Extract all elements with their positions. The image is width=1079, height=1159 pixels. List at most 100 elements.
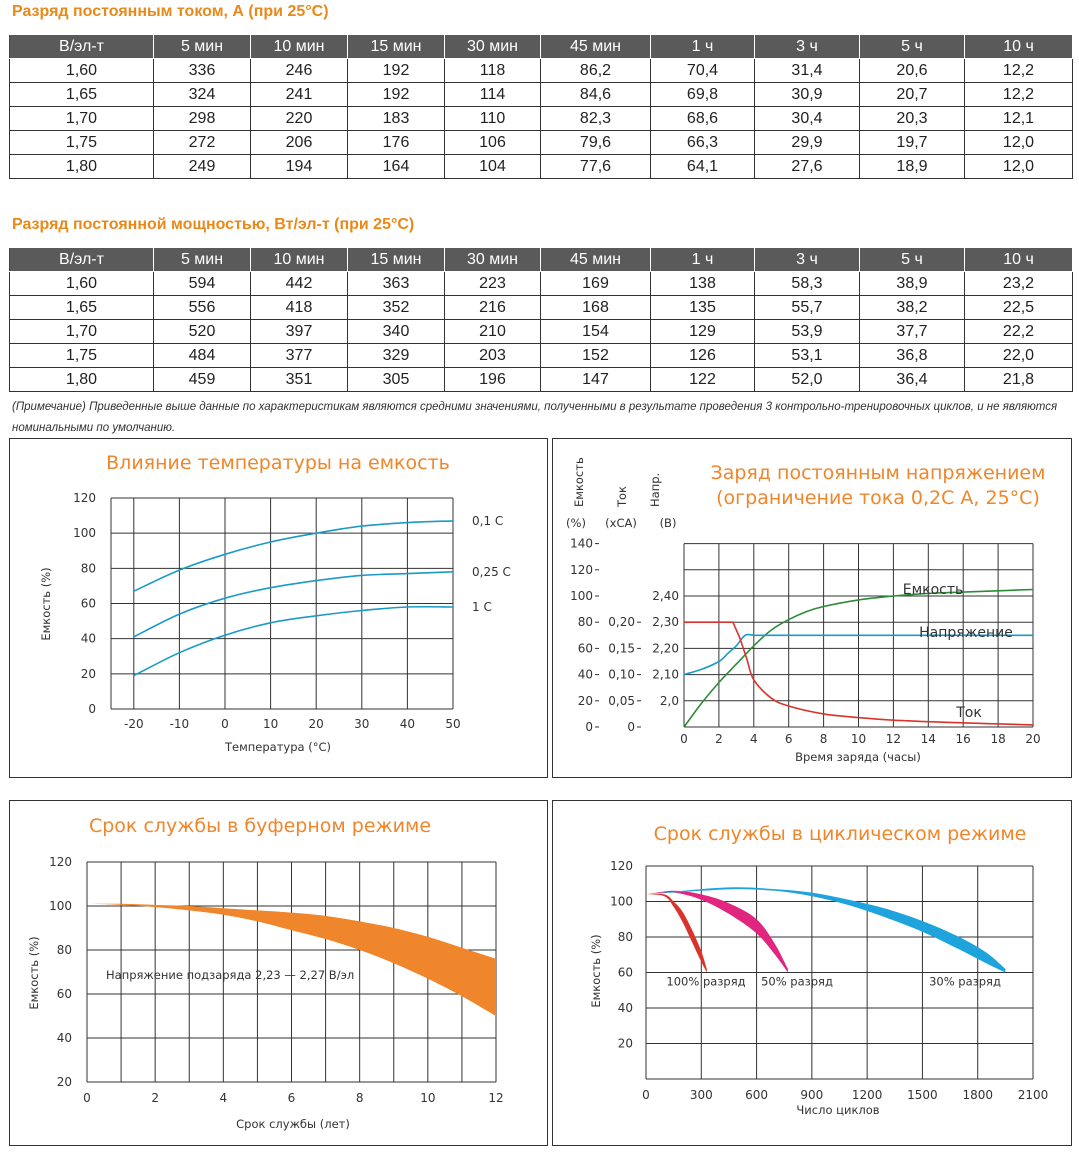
- y-tick-label: 20: [618, 1037, 633, 1051]
- y-current-tick: 0,05: [608, 694, 635, 708]
- y-tick-label: 80: [81, 561, 96, 575]
- table-cell: 82,3: [540, 106, 651, 131]
- y-tick-label: 120: [49, 855, 72, 869]
- table-cell: 52,0: [754, 367, 860, 392]
- series-label: 30% разряд: [929, 975, 1001, 989]
- series-line: [684, 621, 1034, 726]
- y-axis-label: Емкость (%): [39, 567, 53, 640]
- x-tick-label: 20: [309, 717, 324, 731]
- axis-unit: (%): [566, 516, 586, 530]
- table-cell: 84,6: [540, 82, 651, 107]
- series-label: Емкость: [903, 582, 964, 598]
- x-axis-label: Время заряда (часы): [795, 750, 921, 764]
- table-cell: 20,7: [859, 82, 965, 107]
- temperature-capacity-chart: Влияние температуры на емкость 0 20 40 60 80 1…: [9, 438, 548, 778]
- table-header-cell: 5 мин: [153, 247, 251, 272]
- table-row: 1,80 459 351 305 196 147 122 52,0 36,4 21,8: [9, 367, 1073, 392]
- x-axis-label: Срок службы (лет): [236, 1117, 350, 1131]
- cycle-life-chart: Срок службы в циклическом режиме 20 40 60 80…: [552, 800, 1072, 1146]
- table-cell: 351: [250, 367, 348, 392]
- y-tick-label: 60: [618, 966, 633, 980]
- table-cell: 272: [153, 130, 251, 155]
- table-cell: 1,70: [9, 106, 154, 131]
- table-cell: 459: [153, 367, 251, 392]
- y-current-tick: 0,10: [608, 668, 635, 682]
- x-tick-label: 50: [445, 717, 460, 731]
- chart-annotation: Напряжение подзаряда 2,23 — 2,27 В/эл: [106, 968, 354, 982]
- table-header-cell: 45 мин: [540, 247, 651, 272]
- x-tick-label: 20: [1025, 732, 1040, 746]
- x-tick-label: 300: [690, 1088, 713, 1102]
- y-capacity-tick: 120: [570, 563, 593, 577]
- table-cell: 58,3: [754, 271, 860, 296]
- table-cell: 1,75: [9, 130, 154, 155]
- table-row: 1,70 298 220 183 110 82,3 68,6 30,4 20,3 12,1: [9, 106, 1073, 131]
- table-row: 1,65 324 241 192 114 84,6 69,8 30,9 20,7 12,2: [9, 82, 1073, 107]
- table-header-cell: 1 ч: [650, 34, 755, 59]
- table-cell: 122: [650, 367, 755, 392]
- axis-unit: (хСА): [605, 516, 637, 530]
- table-cell: 126: [650, 343, 755, 368]
- series-label: 100% разряд: [666, 975, 745, 989]
- x-tick-label: 12: [886, 732, 901, 746]
- table-row: 1,75 272 206 176 106 79,6 66,3 29,9 19,7 12,0: [9, 130, 1073, 155]
- table-cell: 36,8: [859, 343, 965, 368]
- table-cell: 110: [444, 106, 541, 131]
- table-cell: 169: [540, 271, 651, 296]
- x-tick-label: -10: [170, 717, 190, 731]
- x-tick-label: 18: [990, 732, 1005, 746]
- table-cell: 64,1: [650, 154, 755, 179]
- table-cell: 377: [250, 343, 348, 368]
- table-cell: 1,65: [9, 82, 154, 107]
- table-cell: 192: [347, 82, 445, 107]
- table-cell: 152: [540, 343, 651, 368]
- x-tick-label: 900: [800, 1088, 823, 1102]
- table-header-cell: 15 мин: [347, 247, 445, 272]
- table-cell: 23,2: [964, 271, 1073, 296]
- float-life-chart: Срок службы в буферном режиме 20 40 60 80 100…: [9, 800, 548, 1146]
- x-tick-label: 0: [680, 732, 688, 746]
- table-cell: 203: [444, 343, 541, 368]
- table-cell: 1,80: [9, 154, 154, 179]
- table-header-cell: 15 мин: [347, 34, 445, 59]
- table-cell: 336: [153, 58, 251, 83]
- table-body: 1,60 336 246 192 118 86,2 70,4 31,4 20,6 12,2 1,65…: [9, 58, 1073, 179]
- series-label: Напряжение: [919, 625, 1013, 641]
- y-axis-label: Емкость (%): [27, 936, 41, 1009]
- x-axis-label: Число циклов: [796, 1103, 879, 1117]
- table-cell: 22,0: [964, 343, 1073, 368]
- table-cell: 21,8: [964, 367, 1073, 392]
- x-tick-label: 2: [715, 732, 723, 746]
- axis-unit: (В): [660, 516, 677, 530]
- axis-header: Напр.: [648, 473, 662, 507]
- x-tick-label: 4: [220, 1091, 228, 1105]
- x-tick-label: 40: [400, 717, 415, 731]
- y-tick-label: 0: [88, 702, 96, 716]
- table-cell: 30,4: [754, 106, 860, 131]
- table-cell: 53,9: [754, 319, 860, 344]
- axis-header: Ток: [615, 486, 629, 508]
- table-cell: 329: [347, 343, 445, 368]
- table-cell: 86,2: [540, 58, 651, 83]
- y-current-tick: 0: [627, 720, 635, 734]
- table-row: 1,70 520 397 340 210 154 129 53,9 37,7 22,2: [9, 319, 1073, 344]
- table-cell: 594: [153, 271, 251, 296]
- y-voltage-tick: 2,40: [652, 589, 679, 603]
- table-cell: 484: [153, 343, 251, 368]
- table-cell: 442: [250, 271, 348, 296]
- table-cell: 77,6: [540, 154, 651, 179]
- x-tick-label: 10: [851, 732, 866, 746]
- y-capacity-tick: 60: [578, 641, 593, 655]
- series-label: 0,25 С: [472, 565, 511, 579]
- table-cell: 220: [250, 106, 348, 131]
- table-cell: 70,4: [650, 58, 755, 83]
- table-cell: 12,2: [964, 58, 1073, 83]
- series-line: [683, 588, 1034, 728]
- table-cell: 164: [347, 154, 445, 179]
- table-cell: 69,8: [650, 82, 755, 107]
- table-header-row: В/эл-т 5 мин 10 мин 15 мин 30 мин 45 мин…: [9, 34, 1073, 59]
- table-cell: 241: [250, 82, 348, 107]
- table-cell: 363: [347, 271, 445, 296]
- table-cell: 12,1: [964, 106, 1073, 131]
- table-cell: 29,9: [754, 130, 860, 155]
